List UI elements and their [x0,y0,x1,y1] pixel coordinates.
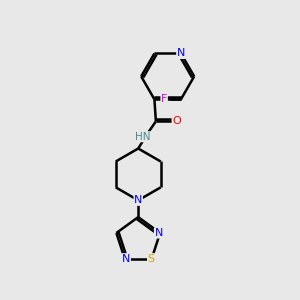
Text: S: S [148,254,155,264]
Text: N: N [122,254,130,264]
Text: O: O [172,116,181,126]
Text: N: N [177,48,185,59]
Text: N: N [134,195,142,205]
Text: HN: HN [136,132,151,142]
Text: N: N [154,228,163,238]
Text: F: F [161,94,167,104]
